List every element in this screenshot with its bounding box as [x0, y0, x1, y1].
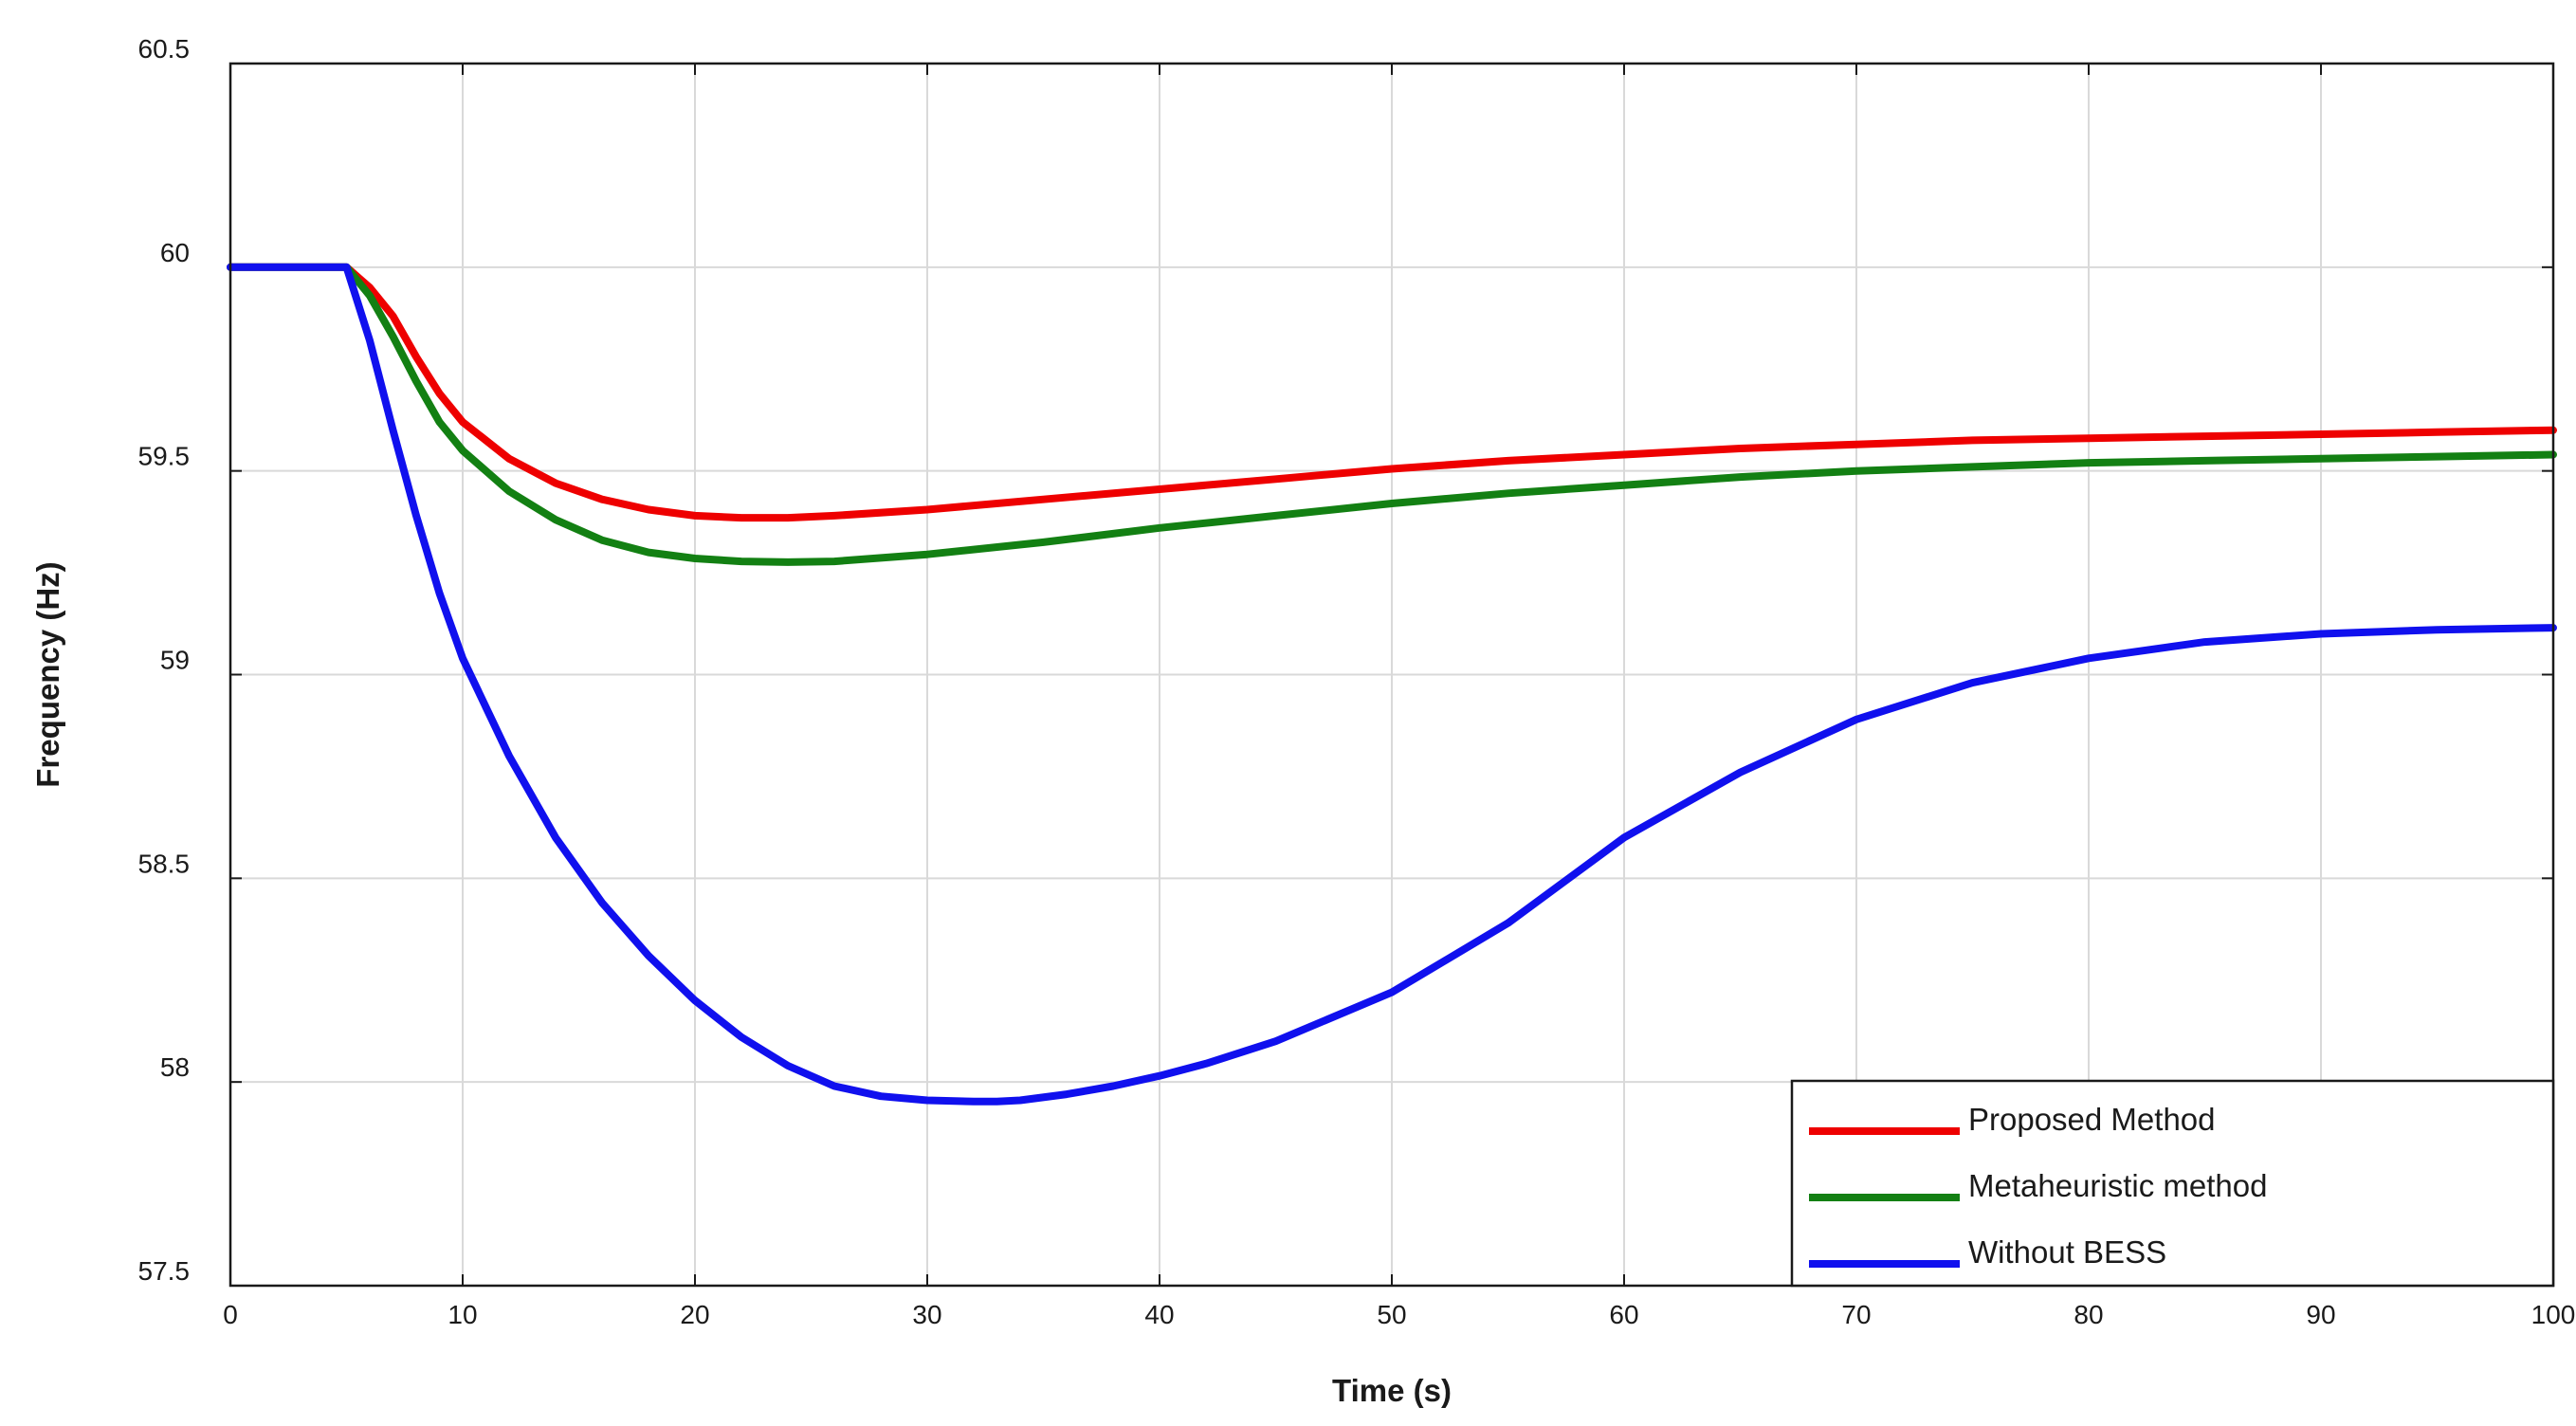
y-tick-label: 60.5 [138, 34, 191, 64]
legend-label: Proposed Method [1968, 1102, 2216, 1137]
data-series [227, 263, 2557, 1106]
legend-box [1790, 1079, 2555, 1288]
x-tick-label: 60 [1609, 1300, 1638, 1329]
y-axis-label: Frequency (Hz) [30, 561, 65, 787]
x-tick-label: 0 [223, 1300, 238, 1329]
series-line [227, 263, 2557, 566]
axis-ticks: 0 10 20 30 40 50 60 70 80 90 100 57.5 58 58.5 59 59.5 60… [138, 34, 2576, 1329]
x-tick-label: 50 [1377, 1300, 1406, 1329]
plot-area-frame [228, 62, 2555, 1288]
y-tick-label: 58.5 [138, 849, 191, 878]
x-axis-label: Time (s) [1332, 1373, 1452, 1408]
series-line [227, 263, 2557, 522]
x-tick-label: 30 [912, 1300, 941, 1329]
y-tick-label: 60 [160, 238, 190, 267]
x-tick-label: 100 [2531, 1300, 2576, 1329]
x-tick-label: 20 [680, 1300, 709, 1329]
x-tick-label: 10 [448, 1300, 477, 1329]
y-tick-label: 58 [160, 1052, 190, 1082]
x-tick-label: 90 [2306, 1300, 2335, 1329]
x-tick-label: 40 [1144, 1300, 1174, 1329]
legend-label: Metaheuristic method [1968, 1168, 2267, 1203]
x-tick-label: 70 [1841, 1300, 1871, 1329]
legend: Proposed Method Metaheuristic method Witho… [1790, 1079, 2555, 1288]
series-line [227, 263, 2557, 1106]
y-tick-label: 59.5 [138, 442, 191, 471]
y-tick-label: 57.5 [138, 1256, 191, 1286]
x-tick-label: 80 [2074, 1300, 2103, 1329]
y-tick-label: 59 [160, 646, 190, 675]
legend-label: Without BESS [1968, 1234, 2166, 1270]
